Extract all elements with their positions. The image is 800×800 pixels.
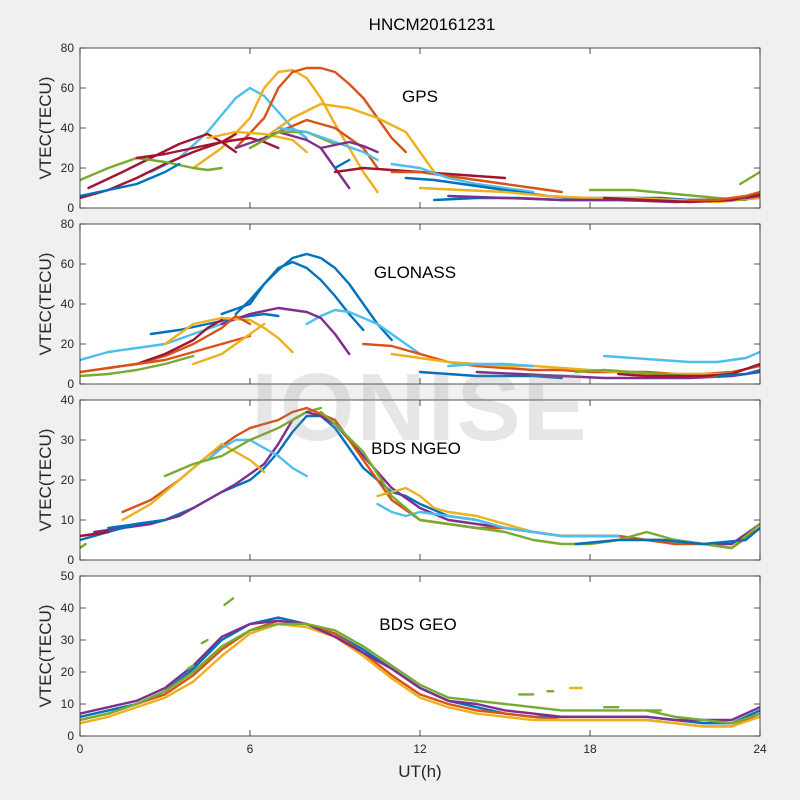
panel-bds-geo-series-line-7 [223,597,235,606]
panel-glonass-series-line-10 [80,334,252,374]
panel-glonass-series-line-11 [192,322,266,366]
panel-bds-ngeo-plot-area [80,400,760,560]
panel-glonass-series-group [80,252,760,380]
panel-gps-series-line-10 [234,130,351,190]
panel-gps-series-line-7 [80,156,223,182]
panel-glonass-series-line-14 [447,362,535,368]
panel-bds-geo-title: BDS GEO [379,615,456,634]
panel-gps-series-line-15 [333,158,351,170]
panel-gps-ytick-label-60: 60 [61,81,75,95]
panel-gps: 0 20 40 60 80 VTEC(TECU) GPS [36,41,761,215]
panel-bds-ngeo-series-group [80,406,760,550]
panel-glonass-series-line-15 [603,350,760,364]
panel-glonass-series-line-5 [220,306,351,356]
panel-gps-series-line-2 [234,66,407,154]
panel-bds-geo: 0 6 12 18 24 0 10 20 30 40 50 VTEC(TECU) BDS GEO UT(h… [36,569,767,781]
panel-bds-geo-ytick-label-20: 20 [61,665,75,679]
panel-glonass-ytick-label-60: 60 [61,257,75,271]
panel-gps-ylabel: VTEC(TECU) [36,77,55,180]
watermark: IONISE [251,354,588,461]
panel-bds-ngeo-ytick-label-0: 0 [67,553,74,567]
panel-bds-ngeo-series-line-2 [121,406,308,514]
panel-gps-series-line-9 [135,136,280,160]
panel-bds-ngeo-series-line-7 [80,542,87,550]
panel-gps-ytick-label-80: 80 [61,41,75,55]
panel-glonass-ytick-label-0: 0 [67,377,74,391]
panel-bds-geo-xtick-label-0: 0 [77,742,84,756]
panel-bds-ngeo-ytick-label-40: 40 [61,393,75,407]
panel-bds-ngeo-ylabel: VTEC(TECU) [36,429,55,532]
panel-bds-geo-ytick-label-40: 40 [61,601,75,615]
panel-glonass-series-line-9 [80,354,195,378]
panel-gps-series-line-18 [390,162,535,194]
panel-glonass-series-line-1 [220,260,365,332]
panel-bds-ngeo-series-line-8 [80,530,110,538]
panel-gps-series-line-14 [319,140,379,154]
panel-gps-series-line-8 [80,162,181,198]
panel-bds-geo-ytick-label-10: 10 [61,697,75,711]
panel-gps-series-line-26 [688,190,760,202]
panel-bds-ngeo-series-line-5 [163,406,322,478]
panel-glonass-ytick-label-40: 40 [61,297,75,311]
panel-bds-ngeo-series-line-3 [121,442,266,522]
panel-bds-ngeo-series-line-6 [80,518,167,542]
panel-gps-title: GPS [402,87,438,106]
panel-gps-series-line-11 [206,130,308,154]
panel-bds-geo-series-group [80,597,760,728]
panel-bds-ngeo-title: BDS NGEO [371,439,461,458]
panel-gps-ytick-label-20: 20 [61,161,75,175]
panel-bds-ngeo: 0 10 20 30 40 VTEC(TECU) BDS NGEO [36,393,761,567]
panel-gps-ytick-label-0: 0 [67,201,74,215]
panel-bds-ngeo-series-line-4 [206,438,308,478]
panel-bds-geo-series-line-6 [200,638,209,645]
panel-glonass-series-line-20 [716,368,760,378]
panel-bds-ngeo-ytick-label-30: 30 [61,433,75,447]
panel-glonass-title: GLONASS [374,263,456,282]
panel-gps-series-group [80,66,760,204]
panel-bds-ngeo-ytick-label-20: 20 [61,473,75,487]
panel-bds-geo-ylabel: VTEC(TECU) [36,605,55,708]
panel-bds-ngeo-series-line-13 [376,502,620,538]
panel-gps-series-line-3 [263,102,436,174]
figure-title: HNCM20161231 [369,15,496,34]
panel-bds-geo-ytick-label-30: 30 [61,633,75,647]
panel-glonass-series-line-16 [418,370,563,380]
panel-bds-ngeo-ytick-label-10: 10 [61,513,75,527]
panel-bds-geo-xtick-label-12: 12 [413,742,427,756]
panel-gps-series-line-25 [739,170,760,186]
panel-bds-geo-series-line-2 [80,622,760,728]
panel-gps-series-line-13 [277,126,379,162]
panel-gps-ytick-label-40: 40 [61,121,75,135]
panel-bds-ngeo-series-line-1 [93,410,308,534]
panel-glonass-series-line-7 [135,314,252,366]
panel-bds-geo-xtick-label-24: 24 [753,742,767,756]
panel-bds-geo-ytick-label-0: 0 [67,729,74,743]
panel-gps-series-line-17 [390,170,563,194]
panel-gps-series-line-1 [192,68,379,194]
panel-glonass-ytick-label-20: 20 [61,337,75,351]
panel-glonass-series-line-6 [163,316,294,354]
panel-bds-geo-xlabel: UT(h) [398,762,441,781]
panel-bds-geo-xtick-label-18: 18 [583,742,597,756]
panel-bds-geo-ytick-label-50: 50 [61,569,75,583]
panel-glonass: 0 20 40 60 80 VTEC(TECU) GLONASS [36,217,761,391]
panel-bds-ngeo-series-line-15 [574,526,760,546]
panel-glonass-series-line-3 [80,322,223,362]
panel-gps-plot-area [80,48,760,208]
panel-glonass-series-line-4 [305,308,422,356]
panel-bds-geo-series-line-5 [186,664,195,670]
panel-glonass-ytick-label-80: 80 [61,217,75,231]
panel-gps-series-line-24 [603,192,760,204]
panel-bds-geo-xtick-label-6: 6 [247,742,254,756]
panel-glonass-series-line-19 [617,362,760,378]
panel-glonass-ylabel: VTEC(TECU) [36,253,55,356]
